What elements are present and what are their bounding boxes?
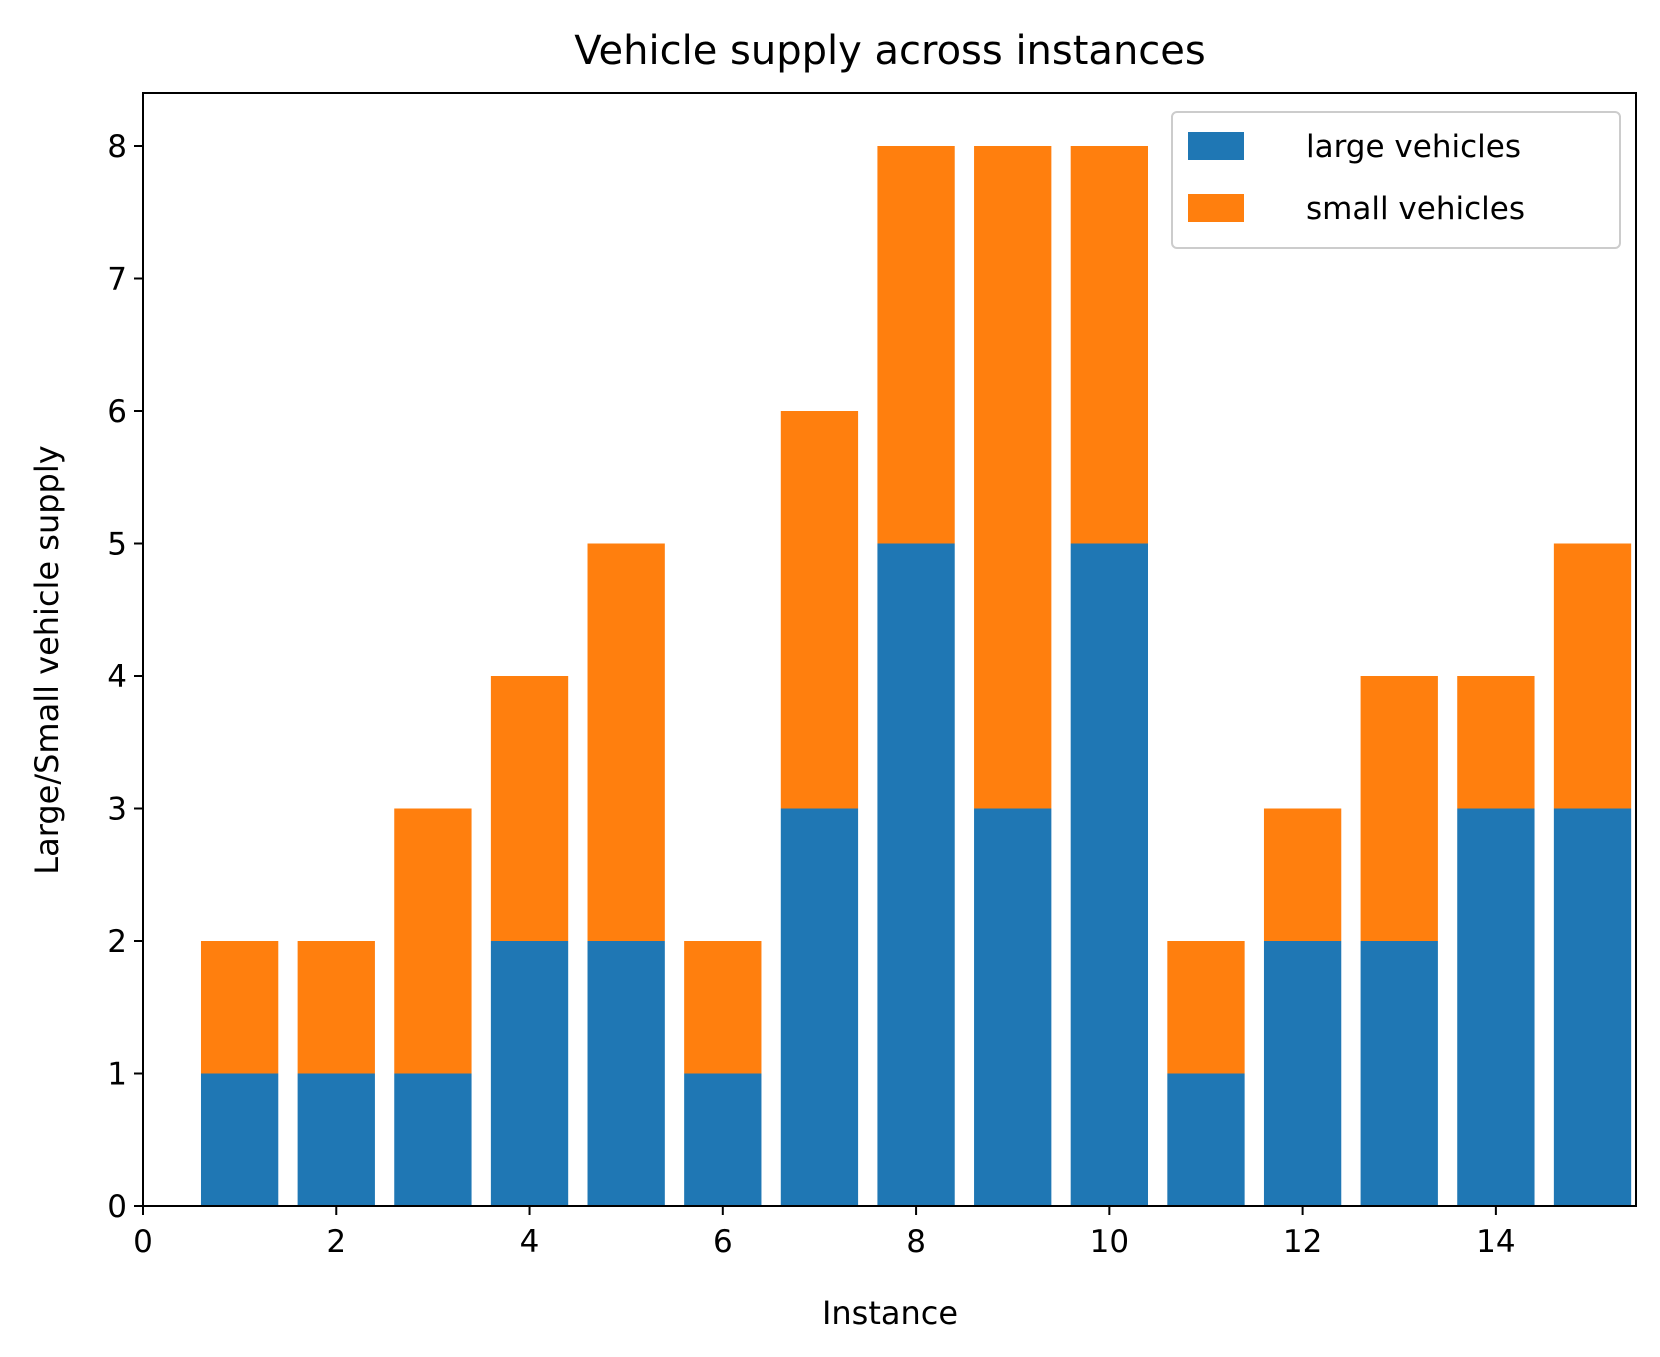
legend-swatch-small <box>1188 194 1244 222</box>
bar-small-instance-6 <box>684 941 762 1074</box>
bar-large-instance-14 <box>1457 808 1535 1206</box>
bar-large-instance-3 <box>394 1073 472 1206</box>
bar-large-instance-7 <box>780 808 859 1206</box>
bar-large-instance-12 <box>1263 941 1342 1206</box>
x-tick-label-12: 12 <box>1283 1224 1322 1260</box>
bar-small-instance-1 <box>200 941 279 1074</box>
x-axis-ticks: 0 2 4 6 8 10 12 14 <box>133 1206 1516 1260</box>
bar-small-instance-12 <box>1263 808 1342 941</box>
bar-small-instance-9 <box>974 146 1052 809</box>
bar-small-instance-3 <box>394 808 472 1074</box>
bar-large-instance-8 <box>877 543 955 1206</box>
bars-group <box>200 146 1632 1206</box>
y-tick-label-4: 4 <box>107 659 127 695</box>
bar-small-instance-8 <box>877 146 955 544</box>
x-tick-label-0: 0 <box>133 1224 153 1260</box>
y-tick-label-8: 8 <box>107 129 127 165</box>
bar-large-instance-11 <box>1167 1073 1245 1206</box>
bar-small-instance-2 <box>297 941 375 1074</box>
bar-large-instance-10 <box>1070 543 1148 1206</box>
bar-large-instance-6 <box>684 1073 762 1206</box>
y-tick-label-7: 7 <box>107 262 127 298</box>
y-tick-label-2: 2 <box>107 924 127 960</box>
bar-small-instance-13 <box>1360 676 1438 941</box>
bar-small-instance-10 <box>1070 146 1148 544</box>
legend: large vehicles small vehicles <box>1171 111 1621 249</box>
x-tick-label-10: 10 <box>1090 1224 1129 1260</box>
bar-large-instance-9 <box>974 808 1052 1206</box>
legend-swatch-large <box>1188 132 1244 160</box>
bar-large-instance-4 <box>490 941 569 1206</box>
y-tick-label-6: 6 <box>107 394 127 430</box>
y-axis-ticks: 0 1 2 3 4 5 6 7 8 <box>107 129 143 1225</box>
y-axis-label: Large/Small vehicle supply <box>28 445 66 874</box>
x-tick-label-2: 2 <box>326 1224 346 1260</box>
bar-small-instance-14 <box>1457 676 1535 809</box>
x-tick-label-8: 8 <box>906 1224 926 1260</box>
bar-small-instance-5 <box>587 543 665 941</box>
bar-small-instance-4 <box>490 676 569 941</box>
y-tick-label-5: 5 <box>107 527 127 563</box>
legend-label-large: large vehicles <box>1306 129 1521 165</box>
plot-frame <box>142 92 1637 1207</box>
bar-large-instance-15 <box>1553 808 1632 1206</box>
bar-large-instance-5 <box>587 941 665 1206</box>
legend-frame <box>1171 111 1621 249</box>
bar-small-instance-15 <box>1553 543 1632 809</box>
x-axis-label: Instance <box>822 1294 958 1332</box>
bar-small-instance-11 <box>1167 941 1245 1074</box>
y-tick-label-0: 0 <box>107 1189 127 1225</box>
y-tick-label-1: 1 <box>107 1057 127 1093</box>
x-tick-label-4: 4 <box>520 1224 540 1260</box>
y-tick-label-3: 3 <box>107 792 127 828</box>
bar-small-instance-7 <box>780 411 859 809</box>
bar-large-instance-13 <box>1360 941 1438 1206</box>
chart-title: Vehicle supply across instances <box>574 28 1205 74</box>
bar-large-instance-2 <box>297 1073 375 1206</box>
legend-label-small: small vehicles <box>1306 191 1525 227</box>
x-tick-label-14: 14 <box>1476 1224 1515 1260</box>
x-tick-label-6: 6 <box>713 1224 733 1260</box>
bar-large-instance-1 <box>200 1073 279 1206</box>
